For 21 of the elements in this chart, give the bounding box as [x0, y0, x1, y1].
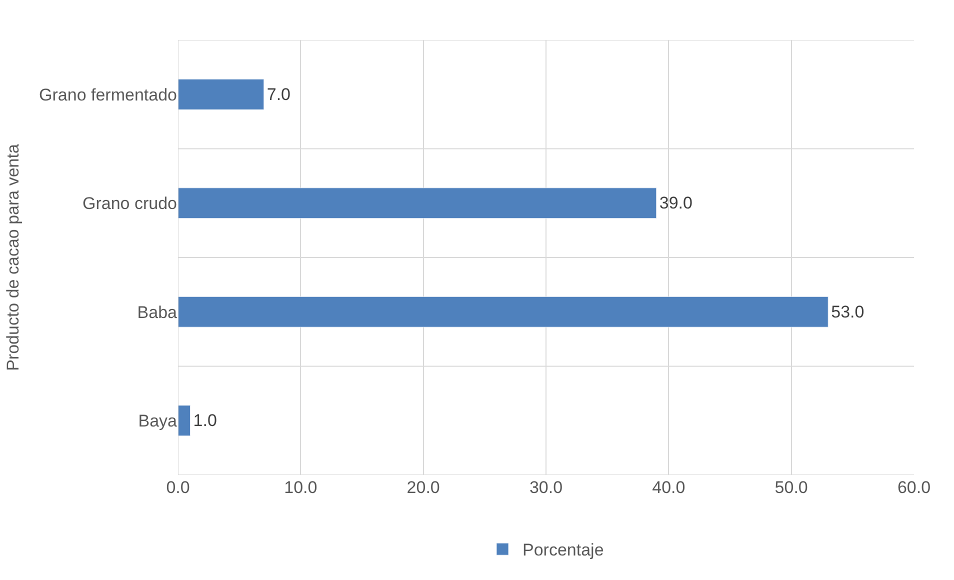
x-tick-label: 0.0 [166, 478, 190, 497]
x-tick-label: 60.0 [897, 478, 931, 497]
data-label: 53.0 [831, 302, 864, 322]
bar [178, 296, 828, 328]
data-label: 39.0 [659, 194, 692, 213]
y-tick-label: Grano fermentado [39, 85, 177, 104]
bar [178, 405, 191, 436]
x-tick-label: 40.0 [652, 478, 686, 497]
data-label: 7.0 [266, 84, 291, 104]
x-tick-label: 50.0 [774, 478, 808, 497]
y-axis-title: Producto de cacao para venta [4, 144, 23, 371]
x-tick-label: 10.0 [284, 478, 318, 497]
data-label: 1.0 [193, 411, 217, 430]
bar [178, 78, 264, 110]
bar [178, 188, 657, 219]
x-tick-label: 30.0 [529, 478, 563, 497]
y-tick-label: Baya [138, 412, 178, 431]
y-tick-label: Baba [137, 302, 178, 322]
legend-label: Porcentaje [522, 540, 604, 560]
y-tick-label: Grano crudo [82, 194, 177, 214]
x-tick-label: 20.0 [406, 478, 440, 497]
